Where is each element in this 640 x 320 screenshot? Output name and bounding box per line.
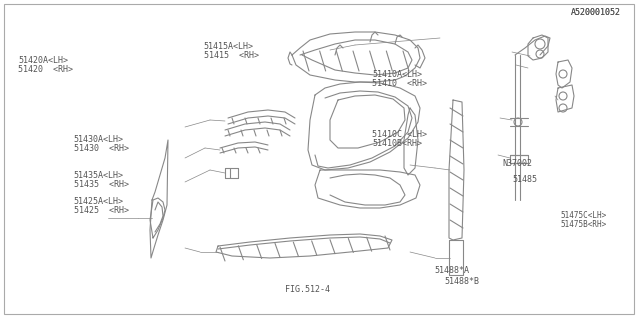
Text: A520001052: A520001052	[571, 8, 621, 17]
Text: 51488*A: 51488*A	[434, 266, 469, 275]
Text: 51435  <RH>: 51435 <RH>	[74, 180, 129, 189]
Text: 51410A<LH>: 51410A<LH>	[372, 70, 422, 79]
Text: 51475C<LH>: 51475C<LH>	[560, 211, 606, 220]
Text: N37002: N37002	[502, 159, 532, 168]
Text: 51425  <RH>: 51425 <RH>	[74, 206, 129, 215]
Text: 51420A<LH>: 51420A<LH>	[18, 56, 68, 65]
Text: 51410B<RH>: 51410B<RH>	[372, 139, 422, 148]
Text: 51415A<LH>: 51415A<LH>	[204, 42, 253, 51]
Text: 51435A<LH>: 51435A<LH>	[74, 171, 124, 180]
Text: 51475B<RH>: 51475B<RH>	[560, 220, 606, 228]
Text: 51425A<LH>: 51425A<LH>	[74, 197, 124, 206]
Text: A520001052: A520001052	[571, 8, 621, 17]
Text: 51430  <RH>: 51430 <RH>	[74, 144, 129, 153]
Text: FIG.512-4: FIG.512-4	[285, 285, 330, 294]
Text: 51420  <RH>: 51420 <RH>	[18, 65, 73, 74]
Text: 51488*B: 51488*B	[445, 277, 480, 286]
Text: 51410  <RH>: 51410 <RH>	[372, 79, 428, 88]
Text: 51485: 51485	[512, 175, 537, 184]
Text: 51415  <RH>: 51415 <RH>	[204, 51, 259, 60]
Text: 51410C <LH>: 51410C <LH>	[372, 130, 428, 139]
Text: 51430A<LH>: 51430A<LH>	[74, 135, 124, 144]
